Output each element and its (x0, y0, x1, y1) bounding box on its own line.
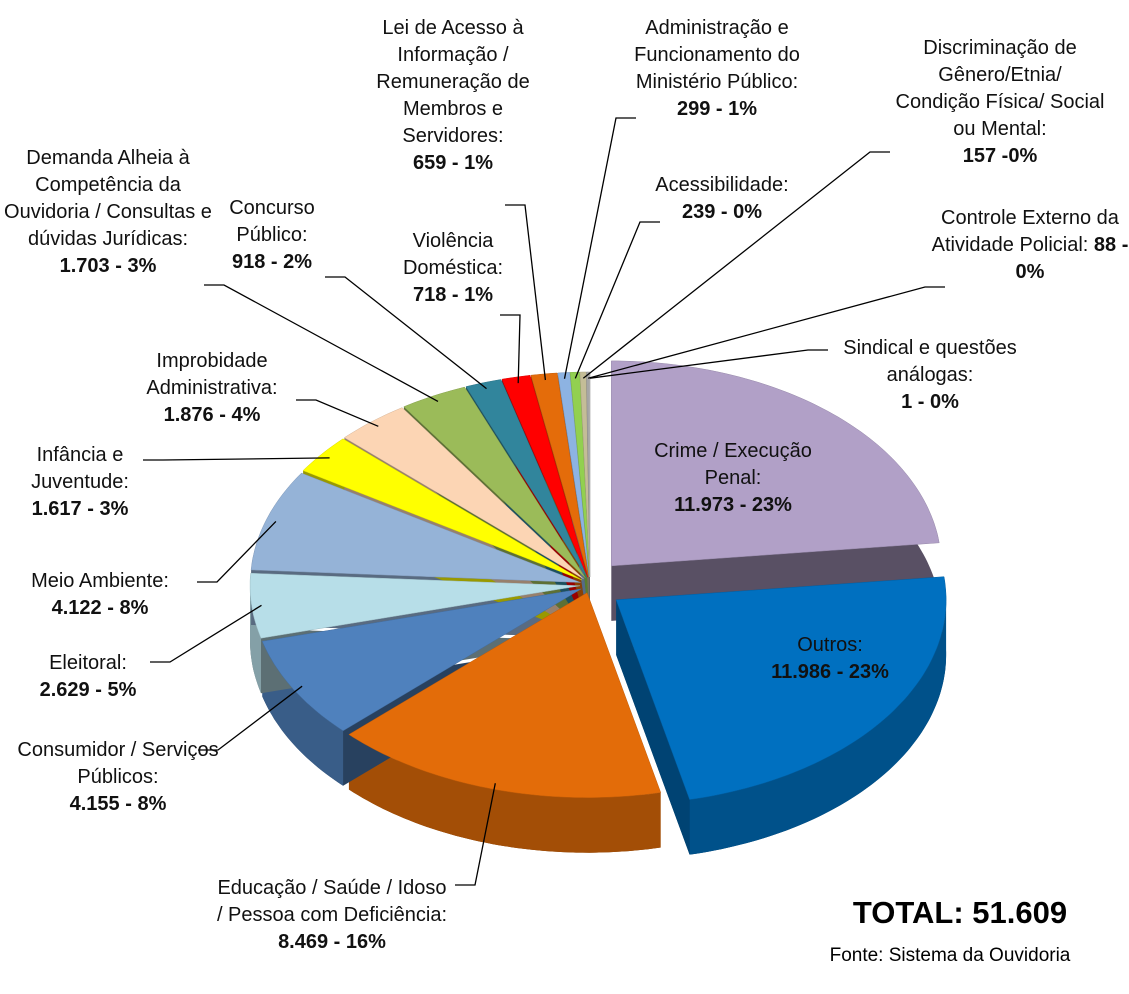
leader-line (296, 399, 379, 427)
leader-line (197, 520, 277, 583)
category-name: Violência Doméstica: (402, 230, 504, 279)
leader-line (588, 286, 945, 379)
slice (343, 407, 584, 580)
slice (501, 375, 589, 578)
category-name: Sindical e questões análogas: (843, 337, 1017, 386)
slice-label: Concurso Público: 918 - 2% (207, 195, 337, 276)
category-name: Consumidor / Serviços Públicos: (17, 739, 219, 788)
category-name: Crime / Execução Penal: (654, 440, 812, 489)
total-label: TOTAL: 51.609 (852, 895, 1068, 930)
leader-line (150, 604, 262, 663)
slice (250, 472, 581, 583)
leader-line (455, 783, 496, 886)
slice-label: Educação / Saúde / Idoso / Pessoa com De… (212, 875, 452, 956)
value-label: 918 - 2% (231, 251, 313, 273)
leader-line (500, 314, 521, 384)
slice (403, 386, 586, 579)
slice (302, 438, 583, 581)
value-label: 239 - 0% (681, 201, 763, 223)
leaders (143, 117, 945, 886)
value-label: 4.122 - 8% (51, 597, 149, 619)
value-label: 4.155 - 8% (69, 793, 167, 815)
category-name: Concurso Público: (229, 197, 315, 246)
slice (465, 379, 588, 578)
value-label: 88 - 0% (1015, 234, 1129, 283)
value-label: 1.617 - 3% (31, 498, 129, 520)
value-label: 1.876 - 4% (163, 404, 261, 426)
slice-side (348, 734, 661, 853)
value-label: 299 - 1% (676, 98, 758, 120)
slice-label: Acessibilidade: 239 - 0% (637, 172, 807, 226)
category-name: Lei de Acesso à Informação / Remuneração… (376, 17, 530, 147)
value-label: 11.986 - 23% (771, 661, 889, 683)
category-name: Improbidade Administrativa: (146, 350, 278, 399)
slice-label: Discriminação de Gênero/Etnia/ Condição … (895, 35, 1105, 170)
slice-label: Outros: 11.986 - 23% (730, 632, 930, 686)
leader-line (204, 284, 439, 402)
category-name: Outros: (797, 634, 863, 656)
slice-label: Demanda Alheia à Competência da Ouvidori… (1, 145, 216, 280)
category-name: Meio Ambiente: (31, 570, 169, 592)
category-name: Eleitoral: (49, 652, 127, 674)
category-name: Discriminação de Gênero/Etnia/ Condição … (895, 37, 1105, 140)
slice-cut (616, 599, 690, 855)
category-name: Demanda Alheia à Competência da Ouvidori… (4, 147, 212, 250)
leader-line (574, 221, 660, 379)
slice-side (689, 599, 947, 855)
slice-tops (249, 360, 947, 800)
leader-line (143, 457, 330, 461)
slice (557, 372, 590, 578)
slice (348, 592, 662, 798)
category-name: Acessibilidade: (655, 174, 789, 196)
value-label: 8.469 - 16% (278, 931, 386, 953)
value-label: 1.703 - 3% (59, 255, 157, 277)
slice-label: Meio Ambiente: 4.122 - 8% (0, 568, 200, 622)
slice-label: Eleitoral: 2.629 - 5% (8, 650, 168, 704)
slice-label: Infância e Juventude: 1.617 - 3% (0, 442, 160, 523)
value-label: 11.973 - 23% (674, 494, 792, 516)
slice (249, 572, 581, 639)
source: Fonte: Sistema da Ouvidoria (829, 945, 1071, 966)
slice-label: Consumidor / Serviços Públicos: 4.155 - 8… (8, 737, 228, 818)
category-name: Educação / Saúde / Idoso / Pessoa com De… (216, 877, 448, 926)
value-label: 2.629 - 5% (39, 679, 137, 701)
leader-line (589, 349, 828, 379)
leader-line (198, 685, 303, 751)
slice (261, 588, 582, 732)
leader-line (582, 151, 890, 379)
slice-label: Sindical e questões análogas: 1 - 0% (810, 335, 1050, 416)
slice-label: Violência Doméstica: 718 - 1% (383, 228, 523, 309)
slice-label: Improbidade Administrativa: 1.876 - 4% (107, 348, 317, 429)
leader-line (505, 204, 547, 381)
slice-label: Crime / Execução Penal: 11.973 - 23% (628, 438, 838, 519)
category-name: Controle Externo da Atividade Policial: (931, 207, 1119, 256)
slice-label: Administração e Funcionamento do Ministé… (607, 15, 827, 123)
value-label: 1 - 0% (901, 391, 959, 413)
slice-label: Controle Externo da Atividade Policial: … (930, 205, 1129, 286)
slice-label: Lei de Acesso à Informação / Remuneração… (353, 15, 553, 177)
leader-line (563, 117, 636, 379)
category-name: Administração e Funcionamento do Ministé… (634, 17, 800, 93)
value-label: 157 -0% (962, 145, 1038, 167)
value-label: 659 - 1% (412, 152, 494, 174)
leader-line (325, 276, 487, 390)
slice (615, 576, 947, 800)
category-name: Infância e Juventude: (31, 444, 129, 493)
value-label: 718 - 1% (412, 284, 494, 306)
